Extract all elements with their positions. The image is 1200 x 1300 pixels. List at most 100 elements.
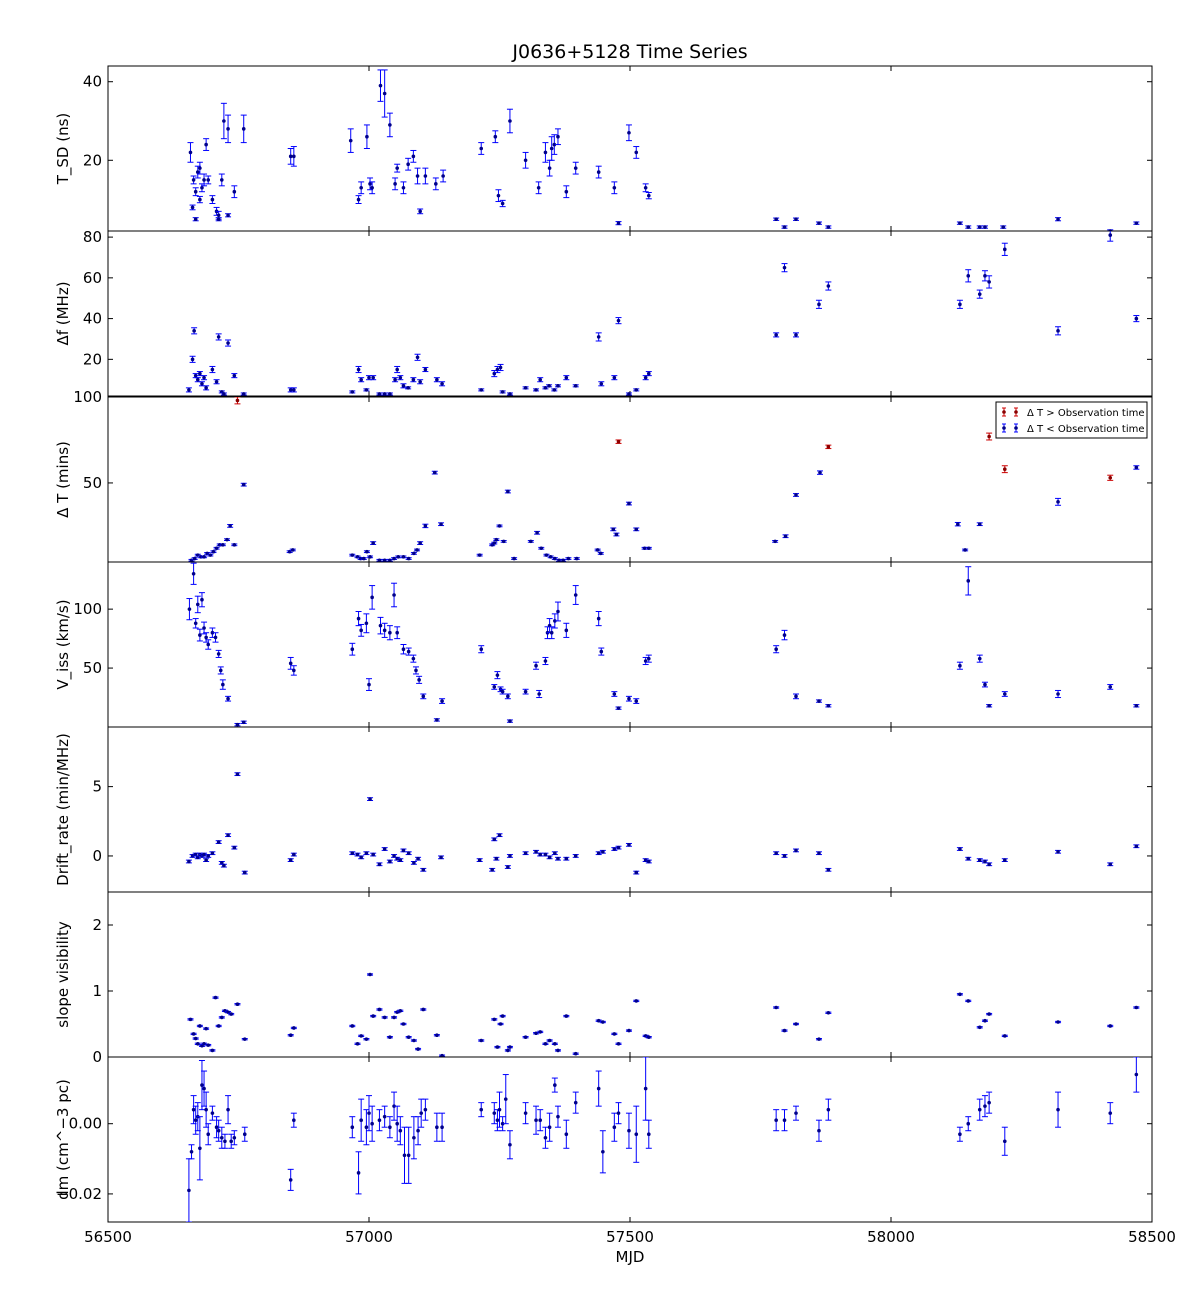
data-point: [573, 854, 578, 858]
data-point: [523, 386, 528, 390]
data-point: [216, 1128, 221, 1133]
x-tick-label: 56500: [84, 1228, 132, 1246]
data-point: [406, 386, 410, 390]
data-point: [396, 555, 401, 559]
data-point: [388, 123, 392, 127]
data-point: [826, 225, 831, 229]
data-point: [794, 333, 798, 337]
data-point: [556, 134, 560, 139]
data-point: [549, 630, 554, 635]
data-point: [241, 720, 246, 725]
data-point: [536, 185, 541, 190]
data-point: [512, 556, 516, 561]
data-point: [573, 166, 578, 170]
data-point: [418, 209, 422, 214]
data-point: [783, 534, 788, 539]
data-point: [500, 1121, 505, 1126]
data-point: [235, 772, 240, 776]
data-point: [382, 628, 387, 633]
data-point: [987, 1100, 991, 1105]
data-point: [232, 845, 237, 850]
legend-marker: [1014, 426, 1018, 430]
data-point: [359, 377, 363, 382]
data-point: [556, 384, 560, 388]
data-point: [415, 548, 419, 552]
legend-marker: [1002, 426, 1006, 430]
data-point: [553, 851, 557, 855]
y-tick-label: 60: [83, 269, 102, 287]
data-point: [202, 1042, 206, 1046]
data-point: [646, 1035, 651, 1039]
data-point: [774, 647, 778, 652]
data-point: [364, 1037, 369, 1041]
data-point: [406, 649, 411, 654]
data-point: [414, 668, 418, 673]
data-point: [210, 197, 215, 202]
data-point: [646, 546, 651, 551]
data-point: [1134, 1005, 1139, 1010]
data-point: [198, 633, 202, 637]
y-axis-label: Δf (MHz): [54, 281, 72, 345]
data-point: [634, 999, 639, 1003]
data-point: [392, 1104, 396, 1108]
data-point: [229, 1139, 233, 1144]
data-point: [601, 1149, 605, 1154]
data-point: [564, 1132, 569, 1137]
data-point: [508, 719, 512, 723]
data-point: [355, 1042, 360, 1046]
data-point: [401, 384, 406, 388]
data-point: [958, 302, 962, 307]
data-point: [794, 1111, 798, 1115]
data-point: [627, 1028, 631, 1033]
data-point: [492, 541, 497, 545]
data-point: [411, 377, 416, 382]
data-point: [1002, 692, 1007, 696]
data-point: [288, 154, 293, 159]
data-point: [794, 848, 798, 853]
x-tick-label: 58500: [1128, 1228, 1176, 1246]
x-tick-label: 57000: [345, 1228, 393, 1246]
data-point: [356, 197, 361, 202]
data-point: [187, 1188, 191, 1193]
data-point: [216, 213, 221, 218]
data-point: [544, 553, 549, 557]
data-point: [612, 185, 617, 190]
data-point: [977, 656, 982, 661]
data-point: [198, 197, 202, 202]
data-point: [611, 527, 616, 532]
data-point: [395, 166, 399, 170]
data-point: [612, 375, 617, 380]
data-point: [774, 1005, 778, 1010]
data-point: [774, 851, 778, 855]
data-point: [288, 388, 293, 392]
data-point: [423, 367, 428, 372]
data-point: [627, 1128, 631, 1133]
data-point: [393, 377, 397, 382]
data-point: [416, 1047, 420, 1051]
data-point: [963, 548, 967, 552]
data-point: [616, 1042, 621, 1046]
data-point: [500, 390, 505, 394]
data-layer: [185, 231, 1140, 396]
data-point: [612, 847, 617, 851]
data-point: [241, 127, 246, 131]
data-point: [1108, 475, 1113, 480]
data-point: [782, 265, 787, 270]
data-point: [958, 992, 962, 997]
data-point: [192, 556, 197, 561]
y-axis-label: Δ T (mins): [54, 441, 72, 518]
data-point: [501, 539, 506, 544]
legend: Δ T > Observation time Δ T < Observation …: [995, 401, 1148, 439]
data-point: [368, 555, 372, 559]
data-point: [364, 1125, 369, 1130]
data-point: [216, 1024, 221, 1028]
data-point: [226, 696, 230, 701]
data-point: [214, 1125, 219, 1130]
data-point: [421, 868, 426, 872]
data-point: [983, 1104, 987, 1108]
data-point: [364, 851, 369, 855]
data-point: [193, 1118, 198, 1122]
data-point: [1002, 858, 1007, 862]
data-point: [356, 367, 361, 372]
data-point: [356, 616, 361, 621]
